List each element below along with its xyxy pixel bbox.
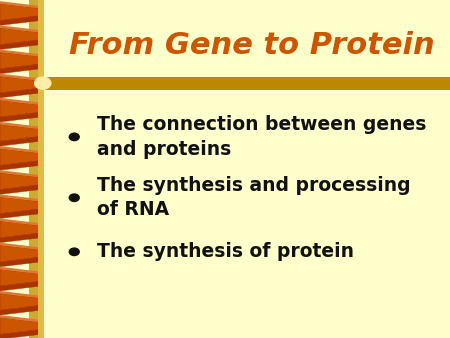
Polygon shape [0,194,40,201]
Polygon shape [0,88,40,98]
Polygon shape [0,112,40,122]
Polygon shape [0,148,40,165]
Polygon shape [0,100,40,117]
Text: The synthesis of protein: The synthesis of protein [97,242,354,261]
Polygon shape [0,218,40,226]
Polygon shape [0,49,40,57]
Circle shape [69,248,79,256]
Polygon shape [0,257,40,267]
Circle shape [69,133,79,141]
Polygon shape [0,170,40,177]
Polygon shape [0,16,40,25]
Polygon shape [0,330,40,338]
Polygon shape [0,76,40,93]
Polygon shape [0,306,40,315]
Circle shape [69,194,79,201]
Polygon shape [0,1,40,8]
Text: The synthesis and processing
of RNA: The synthesis and processing of RNA [97,176,410,219]
Polygon shape [0,161,40,170]
Polygon shape [0,146,40,153]
Polygon shape [0,243,40,250]
Polygon shape [0,74,40,81]
Polygon shape [0,233,40,243]
Polygon shape [0,124,40,141]
Polygon shape [0,64,40,74]
Polygon shape [0,173,40,190]
Polygon shape [0,197,40,214]
Polygon shape [0,25,40,32]
Polygon shape [0,291,40,298]
Text: From Gene to Protein: From Gene to Protein [69,31,435,60]
Polygon shape [0,317,40,334]
Polygon shape [0,293,40,310]
Polygon shape [0,209,40,218]
Bar [45,77,450,90]
Polygon shape [0,185,40,194]
Polygon shape [0,315,40,322]
Polygon shape [0,52,40,69]
Polygon shape [0,137,40,146]
Bar [38,0,44,338]
Polygon shape [0,221,40,238]
Polygon shape [0,269,40,286]
Bar [29,0,40,338]
Polygon shape [0,245,40,262]
Polygon shape [0,281,40,291]
Text: The connection between genes
and proteins: The connection between genes and protein… [97,115,426,159]
Polygon shape [0,4,40,21]
Circle shape [35,77,51,89]
Polygon shape [0,122,40,129]
Polygon shape [0,267,40,274]
Polygon shape [0,28,40,45]
Polygon shape [0,98,40,105]
Polygon shape [0,40,40,49]
